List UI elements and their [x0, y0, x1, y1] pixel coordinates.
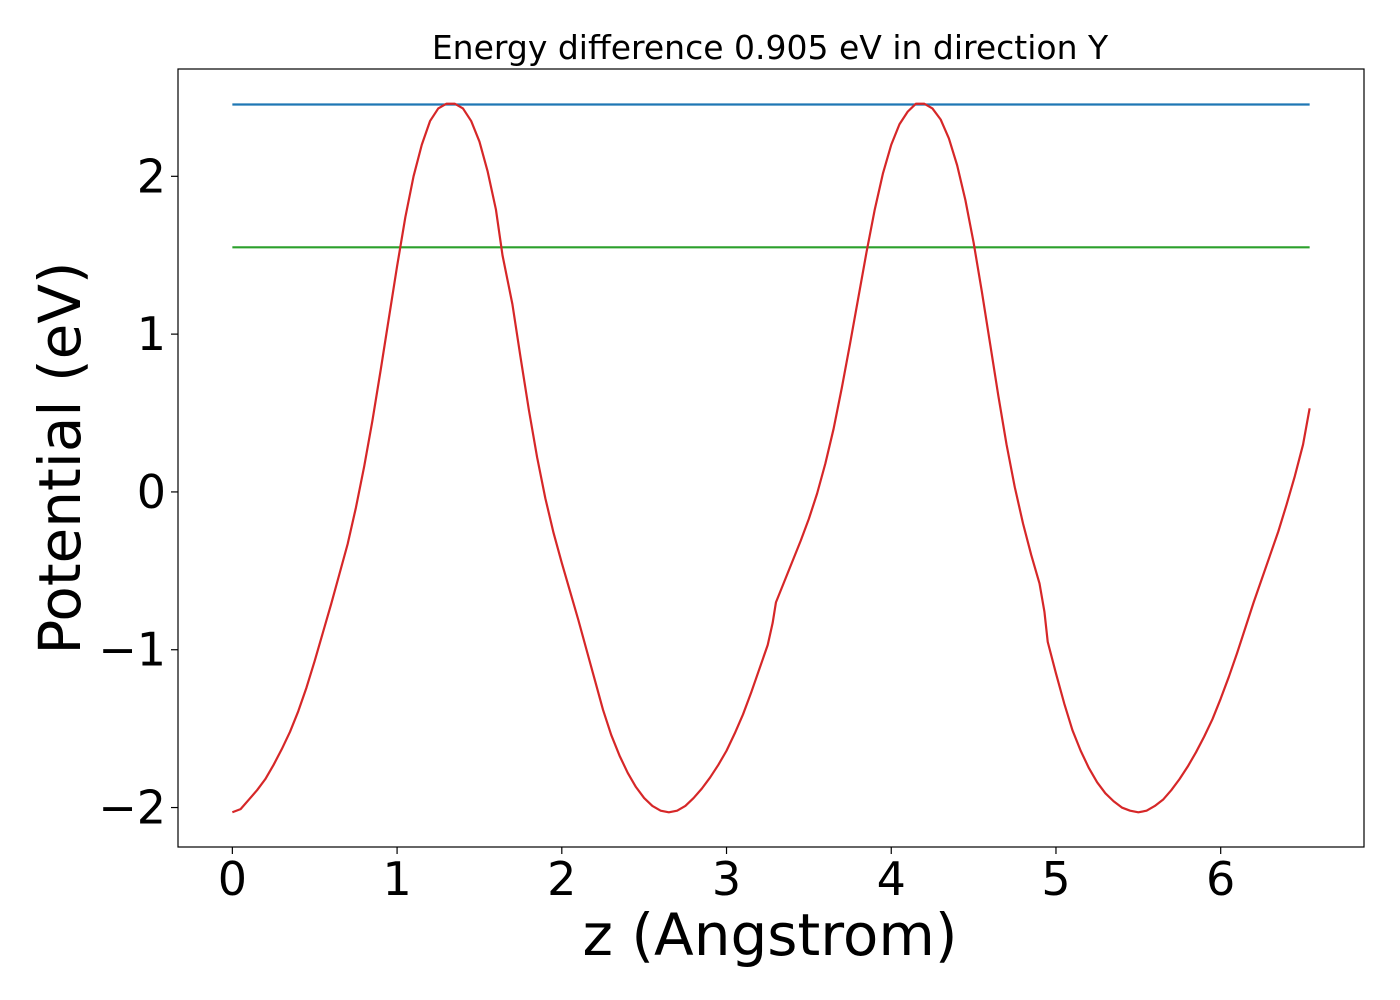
y-tick-label: −1	[98, 623, 166, 677]
y-tick-label: 2	[137, 149, 166, 203]
y-tick-label: 0	[137, 465, 166, 519]
x-tick-label: 5	[1041, 852, 1070, 906]
y-axis-label: Potential (eV)	[26, 261, 94, 654]
x-tick-label: 6	[1206, 852, 1235, 906]
x-tick-label: 4	[877, 852, 906, 906]
x-tick-label: 0	[218, 852, 247, 906]
x-ticks: 0 1 2 3 4 5 6	[218, 847, 1235, 906]
x-tick-label: 1	[382, 852, 411, 906]
plot-frame	[177, 68, 1365, 848]
plot-area	[177, 68, 1365, 848]
y-ticks: −2 −1 0 1 2	[98, 149, 178, 835]
chart-title: Energy difference 0.905 eV in direction …	[432, 28, 1109, 67]
x-tick-label: 3	[712, 852, 741, 906]
y-tick-label: −2	[98, 781, 166, 835]
series-line-0	[231, 102, 1311, 814]
x-axis-label: z (Angstrom)	[583, 901, 958, 969]
x-tick-label: 2	[547, 852, 576, 906]
y-tick-label: 1	[137, 307, 166, 361]
